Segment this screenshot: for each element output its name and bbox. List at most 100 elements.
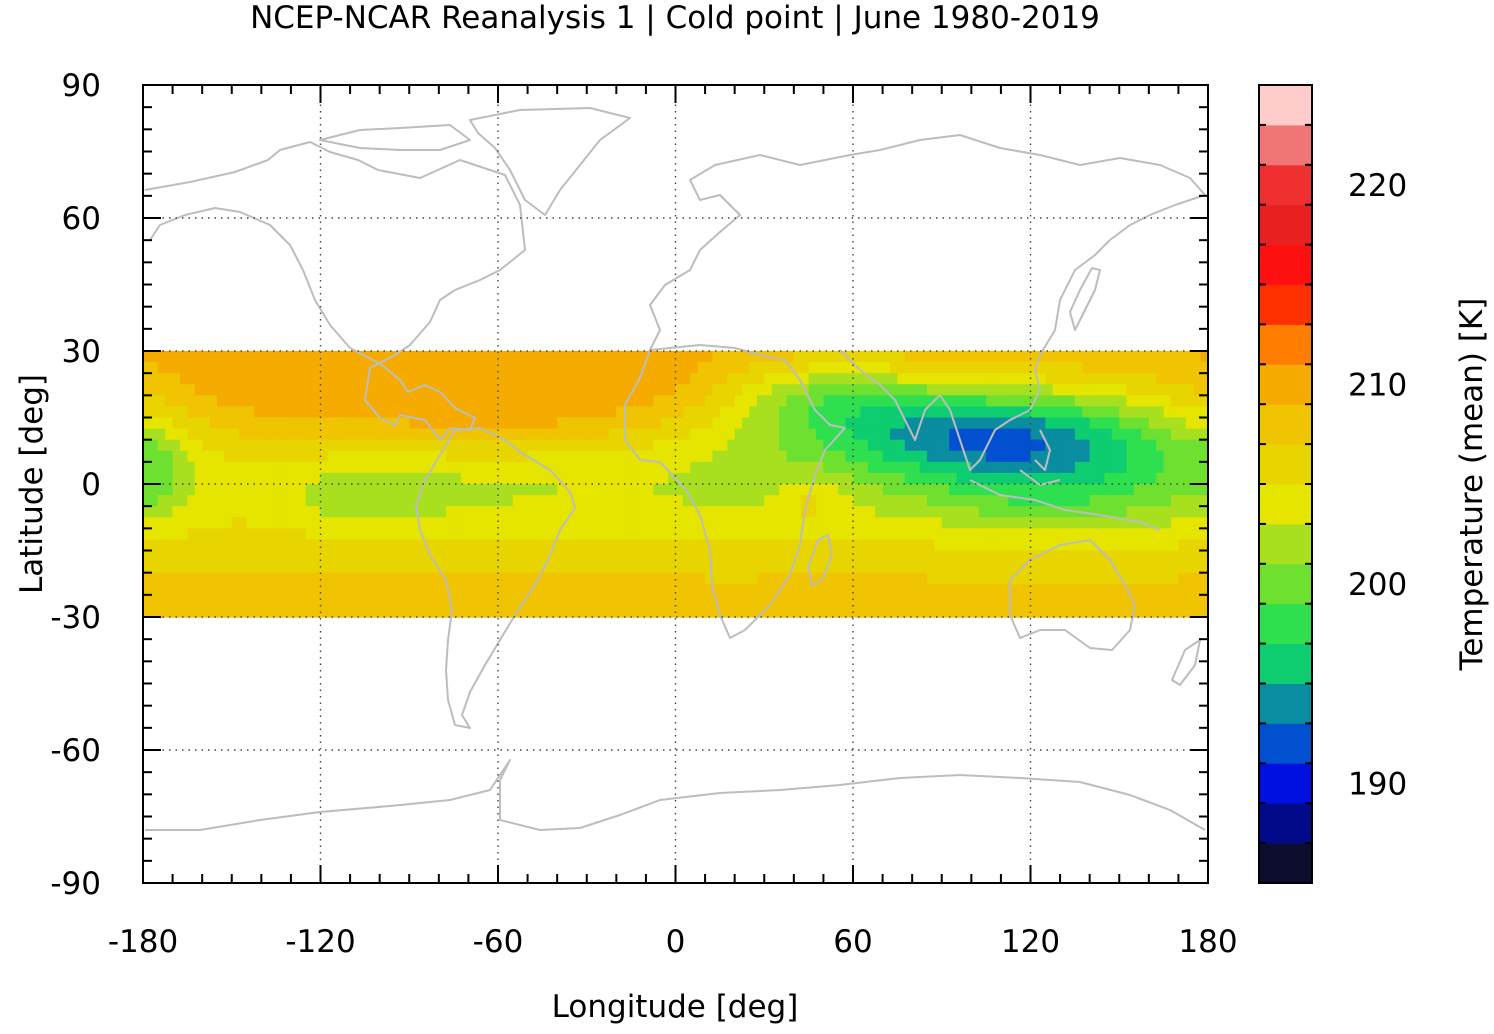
heat-cell xyxy=(653,561,662,574)
heat-cell xyxy=(631,406,640,419)
heat-cell xyxy=(971,572,980,585)
heat-cell xyxy=(941,495,950,507)
heat-cell xyxy=(461,461,470,474)
heat-cell xyxy=(298,395,307,408)
heat-cell xyxy=(816,528,825,541)
heat-cell xyxy=(468,495,477,507)
heat-cell xyxy=(276,406,285,419)
heat-cell xyxy=(934,495,943,507)
heat-cell xyxy=(904,539,913,552)
heat-cell xyxy=(172,428,181,441)
heat-cell xyxy=(631,605,640,618)
heat-cell xyxy=(1023,428,1032,441)
heat-cell xyxy=(779,362,788,374)
heat-cell xyxy=(357,506,366,518)
heat-cell xyxy=(1089,472,1098,485)
heat-cell xyxy=(216,495,225,507)
heat-cell xyxy=(1119,594,1128,607)
heat-cell xyxy=(490,572,499,585)
heat-cell xyxy=(557,539,566,552)
heat-cell xyxy=(586,605,595,618)
heat-cell xyxy=(557,484,566,496)
heat-cell xyxy=(1171,384,1180,396)
heat-cell xyxy=(276,506,285,518)
x-tick-label: -60 xyxy=(473,924,524,960)
heat-cell xyxy=(1178,517,1187,529)
heat-cell xyxy=(682,406,691,419)
heat-cell xyxy=(690,605,699,618)
heat-cell xyxy=(734,561,743,574)
heat-cell xyxy=(446,362,455,374)
heat-cell xyxy=(801,395,810,408)
heat-cell xyxy=(1067,528,1076,541)
heat-cell xyxy=(520,539,529,552)
heat-cell xyxy=(246,362,255,374)
heat-cell xyxy=(520,495,529,507)
heat-cell xyxy=(416,417,425,430)
heat-cell xyxy=(216,373,225,385)
heat-cell xyxy=(401,428,410,441)
heat-cell xyxy=(579,550,588,563)
heat-cell xyxy=(143,528,151,541)
heat-cell xyxy=(505,605,514,618)
heat-cell xyxy=(416,561,425,574)
heat-cell xyxy=(453,484,462,496)
heat-cell xyxy=(461,517,470,529)
heat-cell xyxy=(483,461,492,474)
heat-cell xyxy=(727,384,736,396)
heat-cell xyxy=(1200,484,1209,496)
heat-cell xyxy=(1008,517,1017,529)
heat-cell xyxy=(313,528,322,541)
heat-cell xyxy=(838,594,847,607)
heat-cell xyxy=(468,506,477,518)
heat-cell xyxy=(490,362,499,374)
heat-cell xyxy=(557,561,566,574)
heat-cell xyxy=(1134,351,1143,363)
heat-cell xyxy=(542,384,551,396)
heat-cell xyxy=(165,450,174,463)
heat-cell xyxy=(608,428,617,441)
heat-cell xyxy=(845,517,854,529)
heat-cell xyxy=(202,495,211,507)
heat-cell xyxy=(268,351,277,363)
heat-cell xyxy=(705,605,714,618)
heat-cell xyxy=(268,495,277,507)
heat-cell xyxy=(1074,450,1083,463)
heat-cell xyxy=(608,605,617,618)
heat-cell xyxy=(816,539,825,552)
heat-cell xyxy=(1082,495,1091,507)
heat-cell xyxy=(1089,561,1098,574)
heat-cell xyxy=(889,439,898,452)
heat-cell xyxy=(897,428,906,441)
heat-cell xyxy=(276,539,285,552)
heat-cell xyxy=(742,583,751,596)
heat-cell xyxy=(335,417,344,430)
heat-cell xyxy=(350,461,359,474)
heat-cell xyxy=(719,539,728,552)
heat-cell xyxy=(424,406,433,419)
heat-cell xyxy=(889,461,898,474)
heat-cell xyxy=(387,605,396,618)
heat-cell xyxy=(1185,384,1194,396)
heat-cell xyxy=(1037,517,1046,529)
heat-cell xyxy=(1067,472,1076,485)
heat-cell xyxy=(483,506,492,518)
heat-cell xyxy=(1178,594,1187,607)
heat-cell xyxy=(594,428,603,441)
heat-cell xyxy=(734,528,743,541)
heat-cell xyxy=(1074,373,1083,385)
heat-cell xyxy=(830,495,839,507)
heat-cell xyxy=(268,472,277,485)
heat-cell xyxy=(1045,406,1054,419)
heat-cell xyxy=(424,583,433,596)
heat-cell xyxy=(194,439,203,452)
heat-cell xyxy=(320,373,329,385)
heat-cell xyxy=(1023,472,1032,485)
heat-cell xyxy=(512,561,521,574)
heat-cell xyxy=(594,572,603,585)
heat-cell xyxy=(579,384,588,396)
heat-cell xyxy=(712,395,721,408)
heat-cell xyxy=(313,506,322,518)
heat-cell xyxy=(801,539,810,552)
